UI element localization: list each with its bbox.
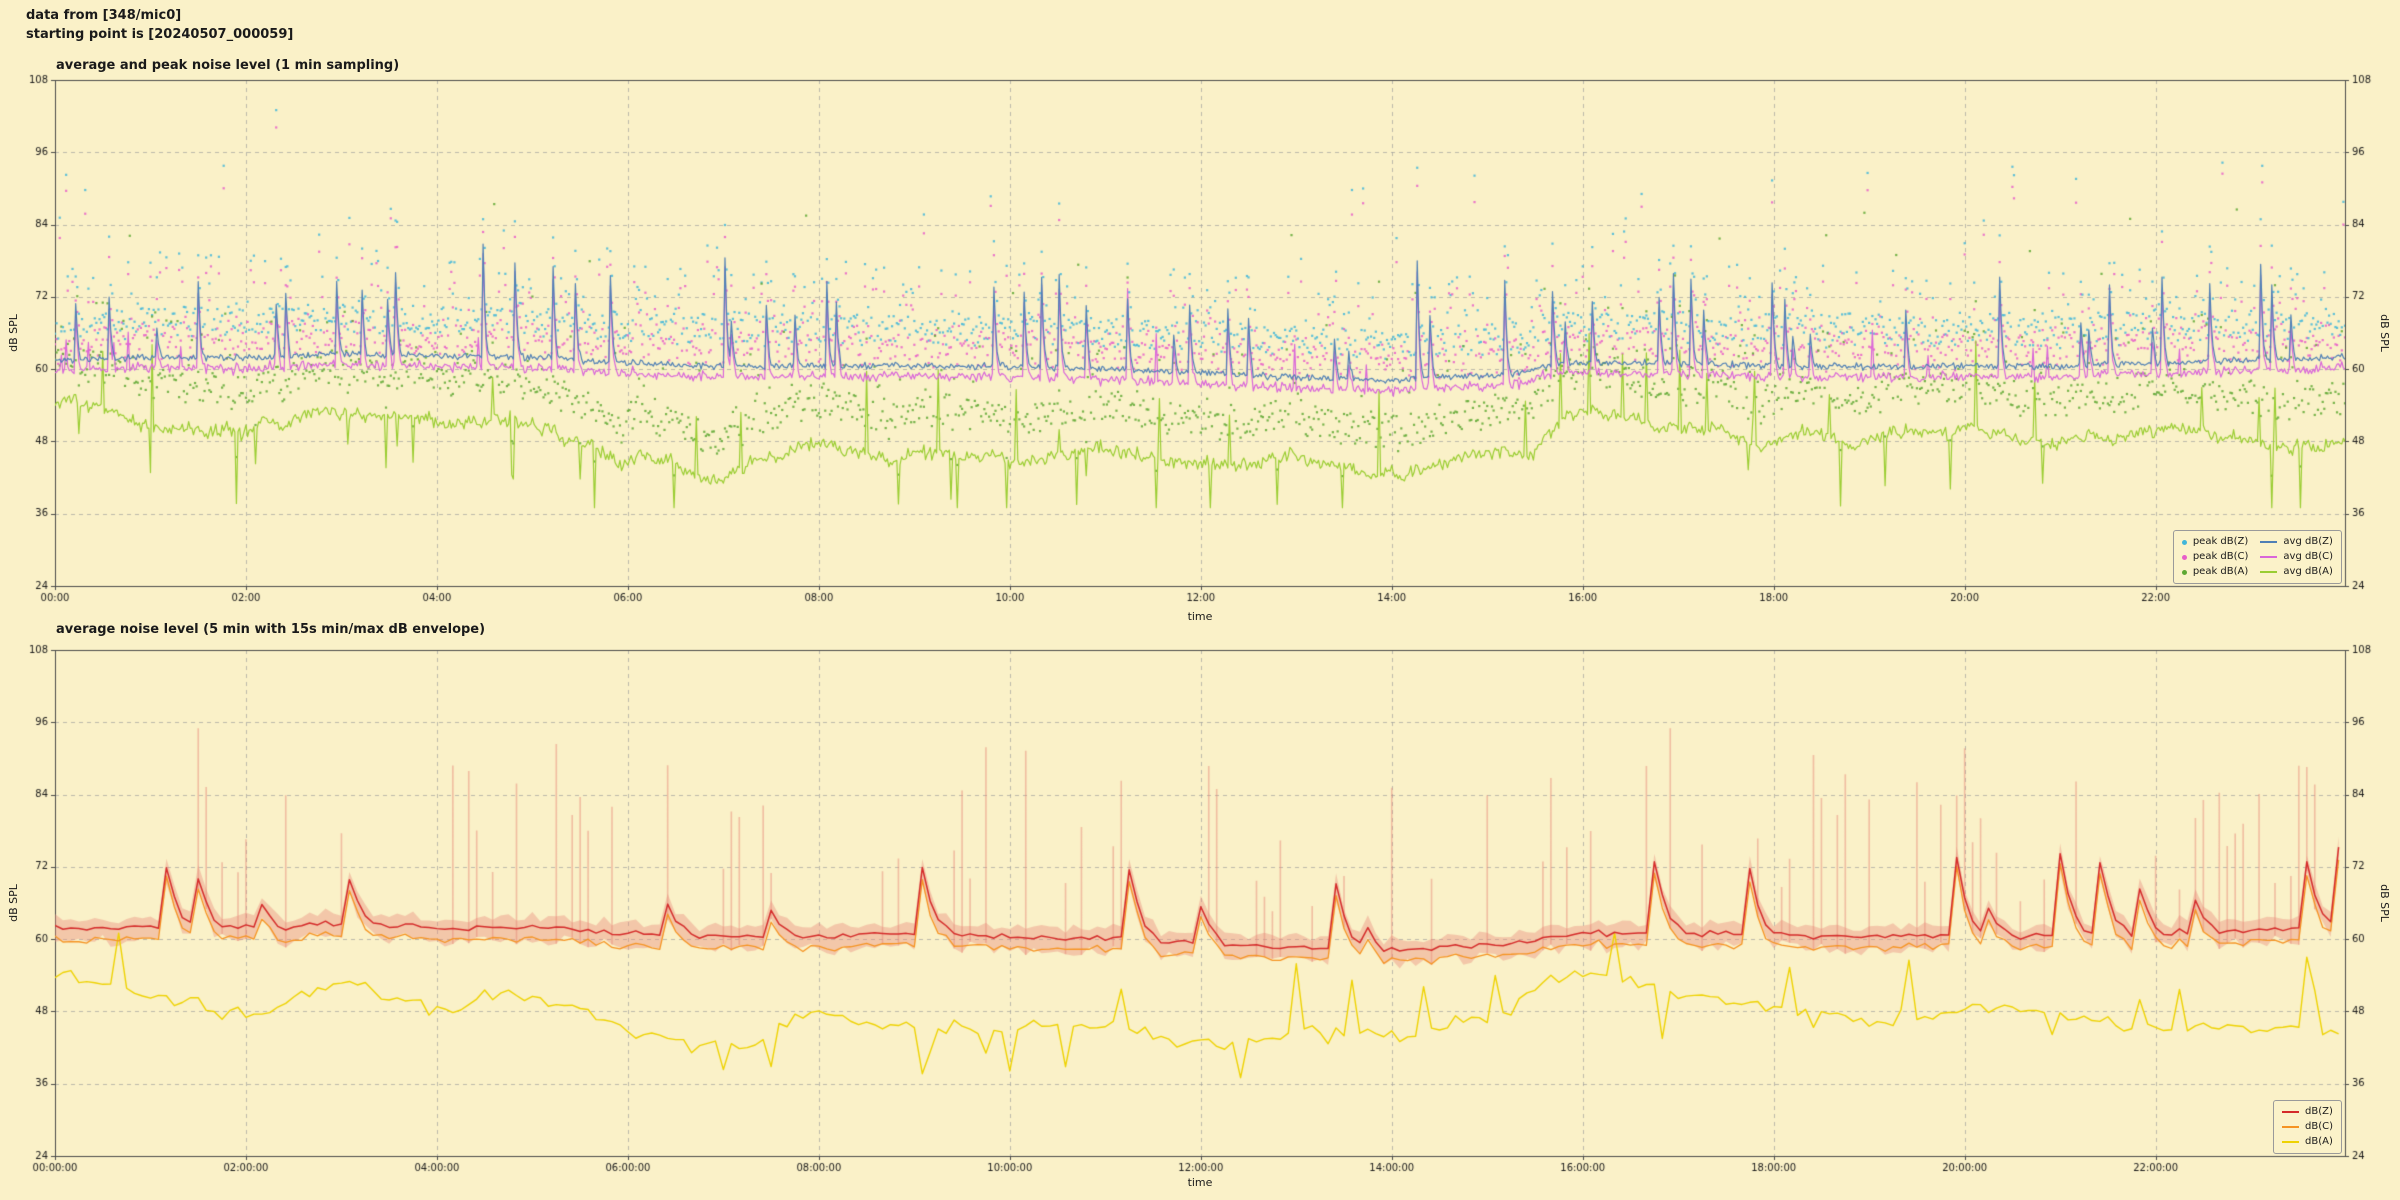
legend-label-dbc: dB(C) — [2305, 1121, 2333, 1132]
legend-label-avg-dbc: avg dB(C) — [2283, 551, 2333, 562]
bottom-chart-xlabel: time — [1187, 1176, 1213, 1189]
avg-dba-line-icon — [2260, 571, 2278, 573]
legend-entry-avg-dbc: avg dB(C) — [2260, 551, 2333, 563]
bottom-chart-legend: dB(Z) dB(C) dB(A) — [2273, 1100, 2342, 1154]
legend-line-column-bottom: dB(Z) dB(C) dB(A) — [2282, 1106, 2333, 1148]
peak-dba-marker-icon — [2181, 569, 2187, 575]
legend-label-peak-dbz: peak dB(Z) — [2192, 536, 2249, 547]
top-chart-ylabel-left: dB SPL — [7, 314, 20, 352]
legend-entry-peak-dbz: peak dB(Z) — [2181, 536, 2249, 548]
legend-scatter-column: peak dB(Z) peak dB(C) peak dB(A) — [2181, 536, 2249, 578]
legend-label-peak-dba: peak dB(A) — [2192, 566, 2249, 577]
legend-line-column: avg dB(Z) avg dB(C) avg dB(A) — [2260, 536, 2333, 578]
dba-line-icon — [2282, 1141, 2299, 1143]
dbz-line-icon — [2282, 1111, 2299, 1113]
top-chart-legend: peak dB(Z) peak dB(C) peak dB(A) avg dB(… — [2172, 530, 2342, 584]
peak-dbz-marker-icon — [2181, 539, 2187, 545]
top-chart-canvas — [0, 0, 2400, 620]
legend-entry-peak-dbc: peak dB(C) — [2181, 551, 2249, 563]
legend-label-avg-dba: avg dB(A) — [2283, 566, 2333, 577]
bottom-chart-ylabel-right: dB SPL — [2378, 884, 2391, 922]
avg-dbc-line-icon — [2260, 556, 2278, 558]
legend-label-dba: dB(A) — [2305, 1136, 2333, 1147]
top-chart-xlabel: time — [1187, 610, 1213, 623]
peak-dbc-marker-icon — [2181, 554, 2187, 560]
top-chart-ylabel-right: dB SPL — [2378, 314, 2391, 352]
dbc-line-icon — [2282, 1126, 2299, 1128]
bottom-chart-canvas — [0, 620, 2400, 1200]
legend-label-avg-dbz: avg dB(Z) — [2283, 536, 2333, 547]
legend-label-dbz: dB(Z) — [2305, 1106, 2333, 1117]
legend-label-peak-dbc: peak dB(C) — [2192, 551, 2249, 562]
avg-dbz-line-icon — [2260, 541, 2278, 543]
legend-entry-avg-dba: avg dB(A) — [2260, 566, 2333, 578]
legend-entry-peak-dba: peak dB(A) — [2181, 566, 2249, 578]
legend-entry-avg-dbz: avg dB(Z) — [2260, 536, 2333, 548]
legend-entry-dbc: dB(C) — [2282, 1121, 2333, 1133]
legend-entry-dbz: dB(Z) — [2282, 1106, 2333, 1118]
legend-entry-dba: dB(A) — [2282, 1136, 2333, 1148]
bottom-chart-ylabel-left: dB SPL — [7, 884, 20, 922]
